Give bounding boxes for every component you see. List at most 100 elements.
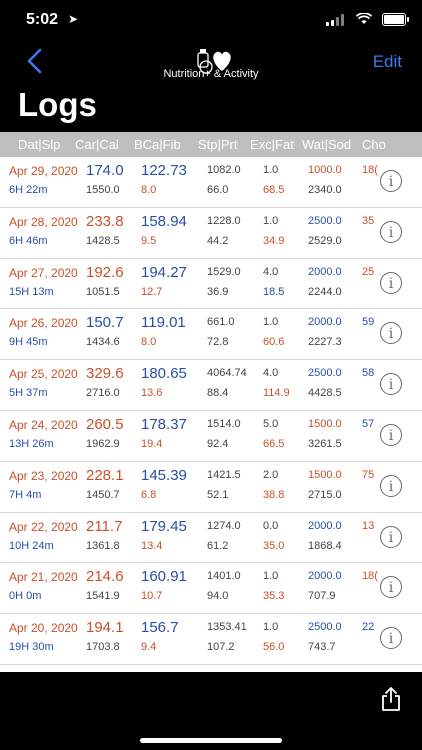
row-water: 2500.0 (308, 214, 342, 227)
row-steps: 1529.0 (207, 265, 241, 278)
row-date: Apr 27, 2020 (9, 265, 78, 280)
row-steps: 1401.0 (207, 570, 241, 583)
log-row[interactable]: Apr 29, 2020 6H 22m 174.0 1550.0 122.73 … (0, 157, 422, 208)
info-icon[interactable]: i (380, 322, 402, 345)
row-fat: 38.8 (263, 488, 285, 501)
row-calories: 1434.6 (86, 336, 120, 349)
row-fiber: 12.7 (141, 285, 163, 298)
row-sodium: 2715.0 (308, 488, 342, 501)
row-exercise: 1.0 (263, 570, 279, 583)
row-cholesterol: 75 (362, 468, 375, 481)
log-row[interactable]: Apr 27, 2020 15H 13m 192.6 1051.5 194.27… (0, 259, 422, 310)
row-protein: 72.8 (207, 336, 229, 349)
row-protein: 52.1 (207, 488, 229, 501)
signal-icon (326, 14, 346, 26)
info-icon[interactable]: i (380, 627, 402, 650)
row-bca: 160.91 (141, 568, 187, 586)
row-steps: 1228.0 (207, 214, 241, 227)
row-sleep: 0H 0m (9, 590, 42, 603)
row-calories: 1428.5 (86, 234, 120, 247)
row-protein: 92.4 (207, 437, 229, 450)
row-protein: 88.4 (207, 387, 229, 400)
row-fat: 68.5 (263, 184, 285, 196)
home-indicator[interactable] (140, 738, 282, 743)
info-icon[interactable]: i (380, 220, 402, 243)
row-fat: 60.6 (263, 336, 285, 349)
row-sodium: 2227.3 (308, 336, 342, 349)
row-calories: 1450.7 (86, 488, 120, 501)
status-time: 5:02 (26, 11, 59, 28)
row-water: 1500.0 (308, 468, 342, 481)
row-fiber: 19.4 (141, 437, 163, 450)
bottom-toolbar (0, 672, 422, 750)
row-sodium: 2244.0 (308, 285, 342, 298)
row-carbs: 214.6 (86, 568, 124, 586)
info-icon[interactable]: i (380, 474, 402, 497)
row-water: 1000.0 (308, 164, 342, 176)
row-sodium: 1868.4 (308, 539, 342, 552)
row-carbs: 194.1 (86, 619, 124, 637)
row-cholesterol: 59 (362, 316, 375, 329)
page-title: Logs (18, 86, 97, 123)
row-steps: 1514.0 (207, 417, 241, 430)
row-cholesterol: 25 (362, 265, 375, 278)
row-carbs: 228.1 (86, 466, 124, 484)
info-icon[interactable]: i (380, 525, 402, 548)
info-icon[interactable]: i (380, 576, 402, 599)
log-list[interactable]: Apr 29, 2020 6H 22m 174.0 1550.0 122.73 … (0, 157, 422, 672)
row-steps: 661.0 (207, 316, 235, 329)
row-exercise: 4.0 (263, 265, 279, 278)
info-icon[interactable]: i (380, 170, 402, 192)
log-row[interactable]: Apr 20, 2020 19H 30m 194.1 1703.8 156.7 … (0, 614, 422, 665)
log-row[interactable]: Apr 21, 2020 0H 0m 214.6 1541.9 160.91 1… (0, 563, 422, 615)
row-calories: 1703.8 (86, 641, 120, 654)
row-fiber: 9.5 (141, 234, 157, 247)
row-exercise: 1.0 (263, 316, 279, 329)
row-bca: 194.27 (141, 263, 187, 281)
row-protein: 107.2 (207, 641, 235, 654)
row-steps: 1274.0 (207, 519, 241, 532)
row-sodium: 707.9 (308, 590, 336, 603)
share-icon[interactable] (380, 686, 402, 712)
row-exercise: 2.0 (263, 468, 279, 481)
row-water: 2000.0 (308, 519, 342, 532)
row-fiber: 13.6 (141, 387, 163, 400)
row-bca: 145.39 (141, 466, 187, 484)
location-arrow-icon: ➤ (68, 12, 79, 26)
log-row[interactable]: Apr 23, 2020 7H 4m 228.1 1450.7 145.39 6… (0, 462, 422, 513)
row-exercise: 1.0 (263, 214, 279, 227)
column-wat-sod: Wat|Sod (302, 137, 352, 152)
row-steps: 4064.74 (207, 367, 247, 380)
row-water: 2000.0 (308, 265, 342, 278)
status-bar: 5:02 ➤ (0, 0, 422, 40)
info-icon[interactable]: i (380, 373, 402, 396)
row-protein: 36.9 (207, 285, 229, 298)
info-icon[interactable]: i (380, 423, 402, 446)
log-row[interactable]: Apr 22, 2020 10H 24m 211.7 1361.8 179.45… (0, 513, 422, 564)
row-steps: 1082.0 (207, 164, 241, 176)
row-sleep: 10H 24m (9, 539, 54, 552)
row-cholesterol: 57 (362, 417, 375, 430)
row-date: Apr 24, 2020 (9, 417, 78, 432)
back-chevron-icon[interactable] (22, 46, 50, 76)
row-fat: 56.0 (263, 641, 285, 654)
row-fiber: 10.7 (141, 590, 163, 603)
row-fat: 35.3 (263, 590, 285, 603)
info-icon[interactable]: i (380, 271, 402, 294)
log-row[interactable]: Apr 25, 2020 5H 37m 329.6 2716.0 180.65 … (0, 360, 422, 411)
row-bca: 119.01 (141, 314, 186, 332)
column-exc-fat: Exc|Fat (250, 137, 294, 152)
column-car-cal: Car|Cal (75, 137, 119, 152)
row-bca: 156.7 (141, 619, 179, 637)
row-water: 2000.0 (308, 316, 342, 329)
row-protein: 94.0 (207, 590, 229, 603)
log-row[interactable]: Apr 26, 2020 9H 45m 150.7 1434.6 119.01 … (0, 309, 422, 361)
row-calories: 1051.5 (86, 285, 120, 298)
log-row[interactable]: Apr 28, 2020 6H 46m 233.8 1428.5 158.94 … (0, 208, 422, 259)
row-calories: 2716.0 (86, 387, 120, 400)
row-sleep: 5H 37m (9, 387, 48, 400)
log-row[interactable]: Apr 24, 2020 13H 26m 260.5 1962.9 178.37… (0, 411, 422, 462)
edit-button[interactable]: Edit (372, 52, 402, 71)
row-sleep: 6H 22m (9, 184, 48, 196)
row-cholesterol: 18( (362, 164, 378, 176)
